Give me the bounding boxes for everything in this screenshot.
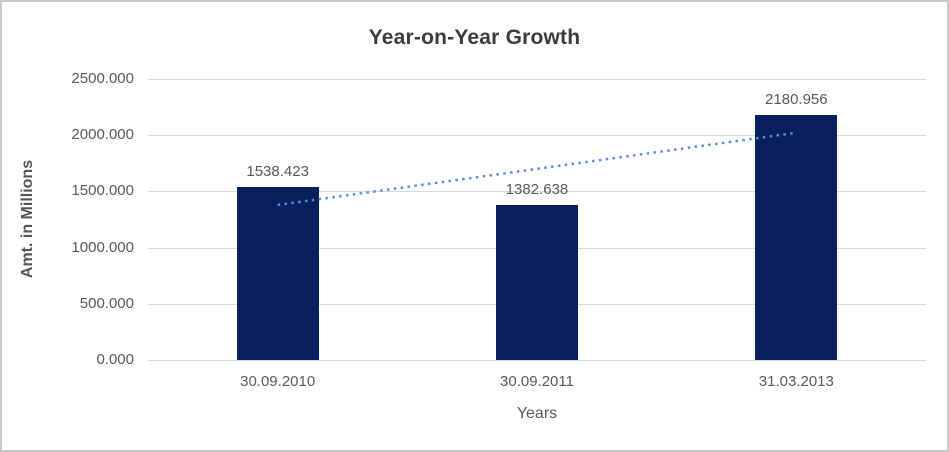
y-tick-label: 2500.000 [71,70,134,87]
bar-data-label: 1382.638 [505,180,569,198]
x-axis-title: Years [516,405,558,422]
bar [236,187,319,360]
y-tick-label: 500.000 [79,294,134,312]
chart-title: Year-on-Year Growth [368,26,581,49]
bar [496,204,578,360]
plot-area: 1538.423 1382.638 2180.956 [148,79,926,361]
bar-data-label: 1538.423 [246,163,309,181]
bar-data-label: 2180.956 [765,90,828,108]
y-axis-title: Amt. in Millions [19,159,36,279]
bar [755,114,838,360]
y-tick-label: 1500.000 [71,182,134,200]
x-tick-label: 31.03.2013 [758,373,834,390]
y-tick-label: 2000.000 [71,126,134,144]
y-tick-label: 1000.000 [71,238,134,256]
y-tick-label: 0.000 [96,351,134,368]
x-tick-label: 30.09.2011 [500,373,574,390]
x-tick-label: 30.09.2010 [240,373,316,390]
gridline [148,360,926,361]
gridline [148,79,926,80]
